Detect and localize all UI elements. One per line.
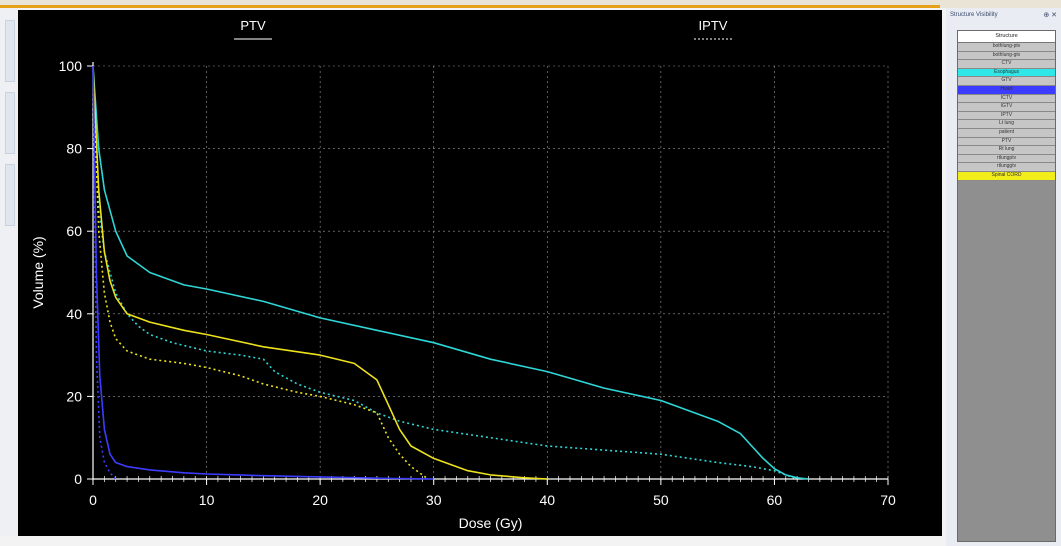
structure-row[interactable]: bothlung-ptv	[958, 43, 1055, 52]
dvh-series-line	[92, 65, 429, 480]
dvh-series-line	[92, 65, 798, 480]
y-tick-label: 40	[66, 306, 82, 322]
y-tick-label: 60	[66, 223, 82, 239]
axes	[87, 62, 889, 485]
dvh-series-line	[92, 65, 809, 480]
y-tick-label: 0	[74, 471, 82, 487]
dvh-series-line	[92, 65, 117, 480]
structure-row[interactable]: Lt lung	[958, 120, 1055, 129]
x-tick-label: 40	[539, 492, 555, 508]
x-axis-label: Dose (Gy)	[459, 515, 523, 531]
structure-visibility-panel: Structure Visibility ⊕ ✕ Structure bothl…	[946, 8, 1061, 546]
structure-list: Structure bothlung-ptv bothlung-gtv CTV Eso…	[957, 30, 1056, 542]
dvh-chart-svg: 0 10 20 30 40 50 60 70 0 20 40 60 80 100 PTV IPTV Dose…	[30, 18, 896, 531]
x-tick-label: 10	[199, 492, 215, 508]
x-tick-label: 50	[653, 492, 669, 508]
dvh-series-line	[92, 65, 548, 480]
structure-row[interactable]: rtlungptv	[958, 154, 1055, 164]
structure-row[interactable]: IPTV	[958, 111, 1055, 121]
y-tick-label: 80	[66, 141, 82, 157]
pin-close-icon[interactable]: ⊕ ✕	[1043, 12, 1057, 19]
dvh-chart: 0 10 20 30 40 50 60 70 0 20 40 60 80 100 PTV IPTV Dose…	[18, 10, 942, 536]
dock-tab[interactable]	[5, 92, 15, 154]
structure-row[interactable]: GTV	[958, 77, 1055, 86]
dock-tab[interactable]	[5, 20, 15, 82]
window-top-strip	[0, 0, 1061, 8]
structure-row[interactable]: rtlunggtv	[958, 163, 1055, 172]
structure-row[interactable]: IGTV	[958, 103, 1055, 112]
legend: PTV IPTV	[234, 18, 732, 40]
legend-label: PTV	[240, 18, 266, 33]
y-tick-label: 20	[66, 388, 82, 404]
x-tick-label: 20	[312, 492, 328, 508]
y-tick-label: 100	[59, 58, 83, 74]
title-accent-bar	[0, 5, 940, 8]
structure-row[interactable]: PTV	[958, 137, 1055, 147]
structure-row[interactable]: CTV	[958, 60, 1055, 69]
series-group	[92, 65, 809, 480]
x-tick-label: 60	[767, 492, 783, 508]
bottom-strip	[0, 536, 945, 546]
dock-tab[interactable]	[5, 164, 15, 226]
y-axis-label: Volume (%)	[30, 236, 46, 308]
tick-labels: 0 10 20 30 40 50 60 70 0 20 40 60 80 100	[59, 58, 896, 508]
structure-row[interactable]: Rt lung	[958, 146, 1055, 155]
grid	[93, 65, 889, 479]
panel-title: Structure Visibility	[950, 12, 998, 18]
structure-row[interactable]: bothlung-gtv	[958, 51, 1055, 61]
structure-row[interactable]: Esophagus	[958, 68, 1055, 78]
x-tick-label: 70	[880, 492, 896, 508]
x-tick-label: 0	[89, 492, 97, 508]
structure-row[interactable]: ICTV	[958, 94, 1055, 104]
left-dock-strip	[0, 8, 18, 546]
structure-column-header[interactable]: Structure	[958, 31, 1055, 43]
structure-row[interactable]: Heart	[958, 85, 1055, 95]
x-tick-label: 30	[426, 492, 442, 508]
structure-row[interactable]: Spinal CORD	[958, 171, 1055, 181]
dvh-series-line	[92, 65, 434, 480]
legend-label: IPTV	[699, 18, 728, 33]
structure-row[interactable]: patient	[958, 128, 1055, 138]
